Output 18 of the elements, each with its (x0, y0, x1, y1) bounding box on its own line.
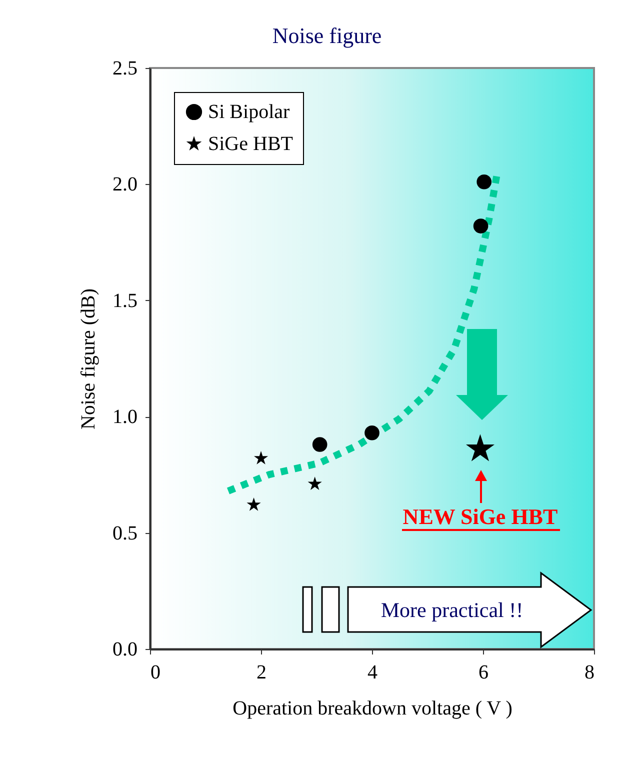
y-tick-label: 2.5 (112, 58, 138, 80)
y-axis-title: Noise figure (dB) (78, 288, 100, 430)
chart-title: Noise figure (272, 23, 382, 48)
x-axis-title: Operation breakdown voltage ( V ) (232, 698, 512, 720)
y-tick-label: 1.5 (112, 290, 138, 312)
annotation: More practical !! (380, 598, 524, 622)
legend-label: Si Bipolar (208, 101, 290, 123)
y-tick-label: 0.5 (112, 522, 138, 544)
y-tick-label: 1.0 (112, 406, 138, 428)
annotation: NEW SiGe HBT (402, 504, 558, 530)
x-tick-label: 8 (584, 662, 594, 684)
y-tick-label: 2.0 (112, 174, 138, 196)
x-tick-label: 2 (256, 662, 266, 684)
y-tick-label: 0.0 (112, 638, 138, 660)
legend-label: SiGe HBT (208, 133, 293, 155)
x-tick-label: 6 (478, 662, 488, 684)
x-tick-label: 4 (368, 662, 378, 684)
x-tick-label: 0 (150, 662, 160, 684)
